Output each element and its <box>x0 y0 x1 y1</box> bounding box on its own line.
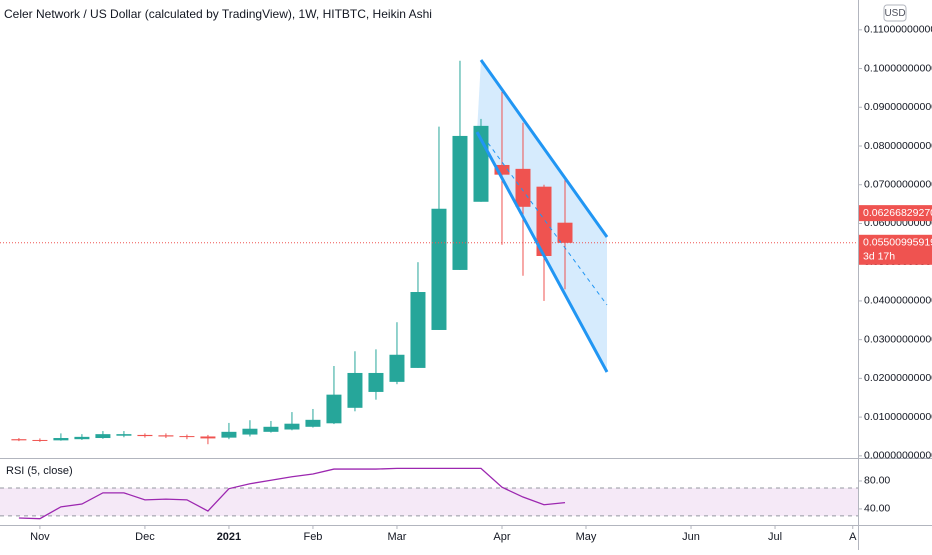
candle-body <box>326 394 342 424</box>
x-tick-label: Nov <box>30 531 50 543</box>
y-tick-label: 0.11000000000 <box>864 24 932 36</box>
candle-body <box>53 438 69 441</box>
price-badge-label: 0.05500995919 <box>863 237 932 249</box>
x-tick-label: 2021 <box>217 531 241 543</box>
candle-body <box>116 434 132 436</box>
candle-body <box>431 208 447 330</box>
candle-body <box>179 436 195 438</box>
rsi-band <box>0 487 858 516</box>
candle-body <box>242 428 258 435</box>
candle-body <box>95 434 111 439</box>
chart-title: Celer Network / US Dollar (calculated by… <box>4 7 432 21</box>
candle-body <box>347 372 363 408</box>
candle-body <box>284 423 300 430</box>
x-tick-label: May <box>576 531 597 543</box>
y-tick-label: 0.08000000000 <box>864 140 932 152</box>
candle-body <box>389 354 405 382</box>
price-badge-sub: 3d 17h <box>863 251 895 263</box>
candle-body <box>536 186 552 256</box>
candle-body <box>158 435 174 437</box>
currency-label[interactable]: USD <box>884 8 905 19</box>
price-badge <box>859 234 932 265</box>
y-tick-label: 0.01000000000 <box>864 411 932 423</box>
candle-body <box>74 436 90 440</box>
channel-lower <box>475 131 609 373</box>
x-tick-label: A <box>849 531 857 543</box>
channel-mid <box>487 142 608 306</box>
rsi-line <box>18 467 566 520</box>
y-tick-label: 0.00000000000 <box>864 450 932 462</box>
y-tick-label: 0.07000000000 <box>864 179 932 191</box>
x-tick-label: Mar <box>387 531 406 543</box>
x-tick-label: Dec <box>135 531 155 543</box>
candle-body <box>263 426 279 432</box>
rsi-tick-label: 80.00 <box>864 475 890 487</box>
channel-upper <box>479 59 609 238</box>
x-tick-label: Jul <box>768 531 782 543</box>
candle-body <box>410 292 426 368</box>
y-tick-label: 0.10000000000 <box>864 62 932 74</box>
y-tick-label: 0.09000000000 <box>864 101 932 113</box>
rsi-label: RSI (5, close) <box>6 465 73 477</box>
candle-body <box>137 434 153 437</box>
y-tick-label: 0.02000000000 <box>864 372 932 384</box>
candle-body <box>305 419 321 427</box>
y-tick-label: 0.04000000000 <box>864 295 932 307</box>
candle-body <box>515 168 531 207</box>
x-tick-label: Jun <box>682 531 700 543</box>
price-badge-label: 0.06266829270 <box>863 207 932 219</box>
x-tick-label: Feb <box>303 531 322 543</box>
candle-body <box>557 222 573 243</box>
rsi-tick-label: 40.00 <box>864 503 890 515</box>
candle-body <box>368 372 384 392</box>
price-badge <box>859 205 932 222</box>
candle-body <box>221 431 237 438</box>
candles <box>11 60 573 445</box>
x-tick-label: Apr <box>493 531 510 543</box>
y-tick-label: 0.03000000000 <box>864 333 932 345</box>
candle-body <box>200 436 216 439</box>
candle-body <box>494 164 510 175</box>
candle-body <box>11 439 27 441</box>
candle-body <box>32 439 48 441</box>
candle-body <box>452 135 468 270</box>
currency-button[interactable] <box>883 4 907 22</box>
